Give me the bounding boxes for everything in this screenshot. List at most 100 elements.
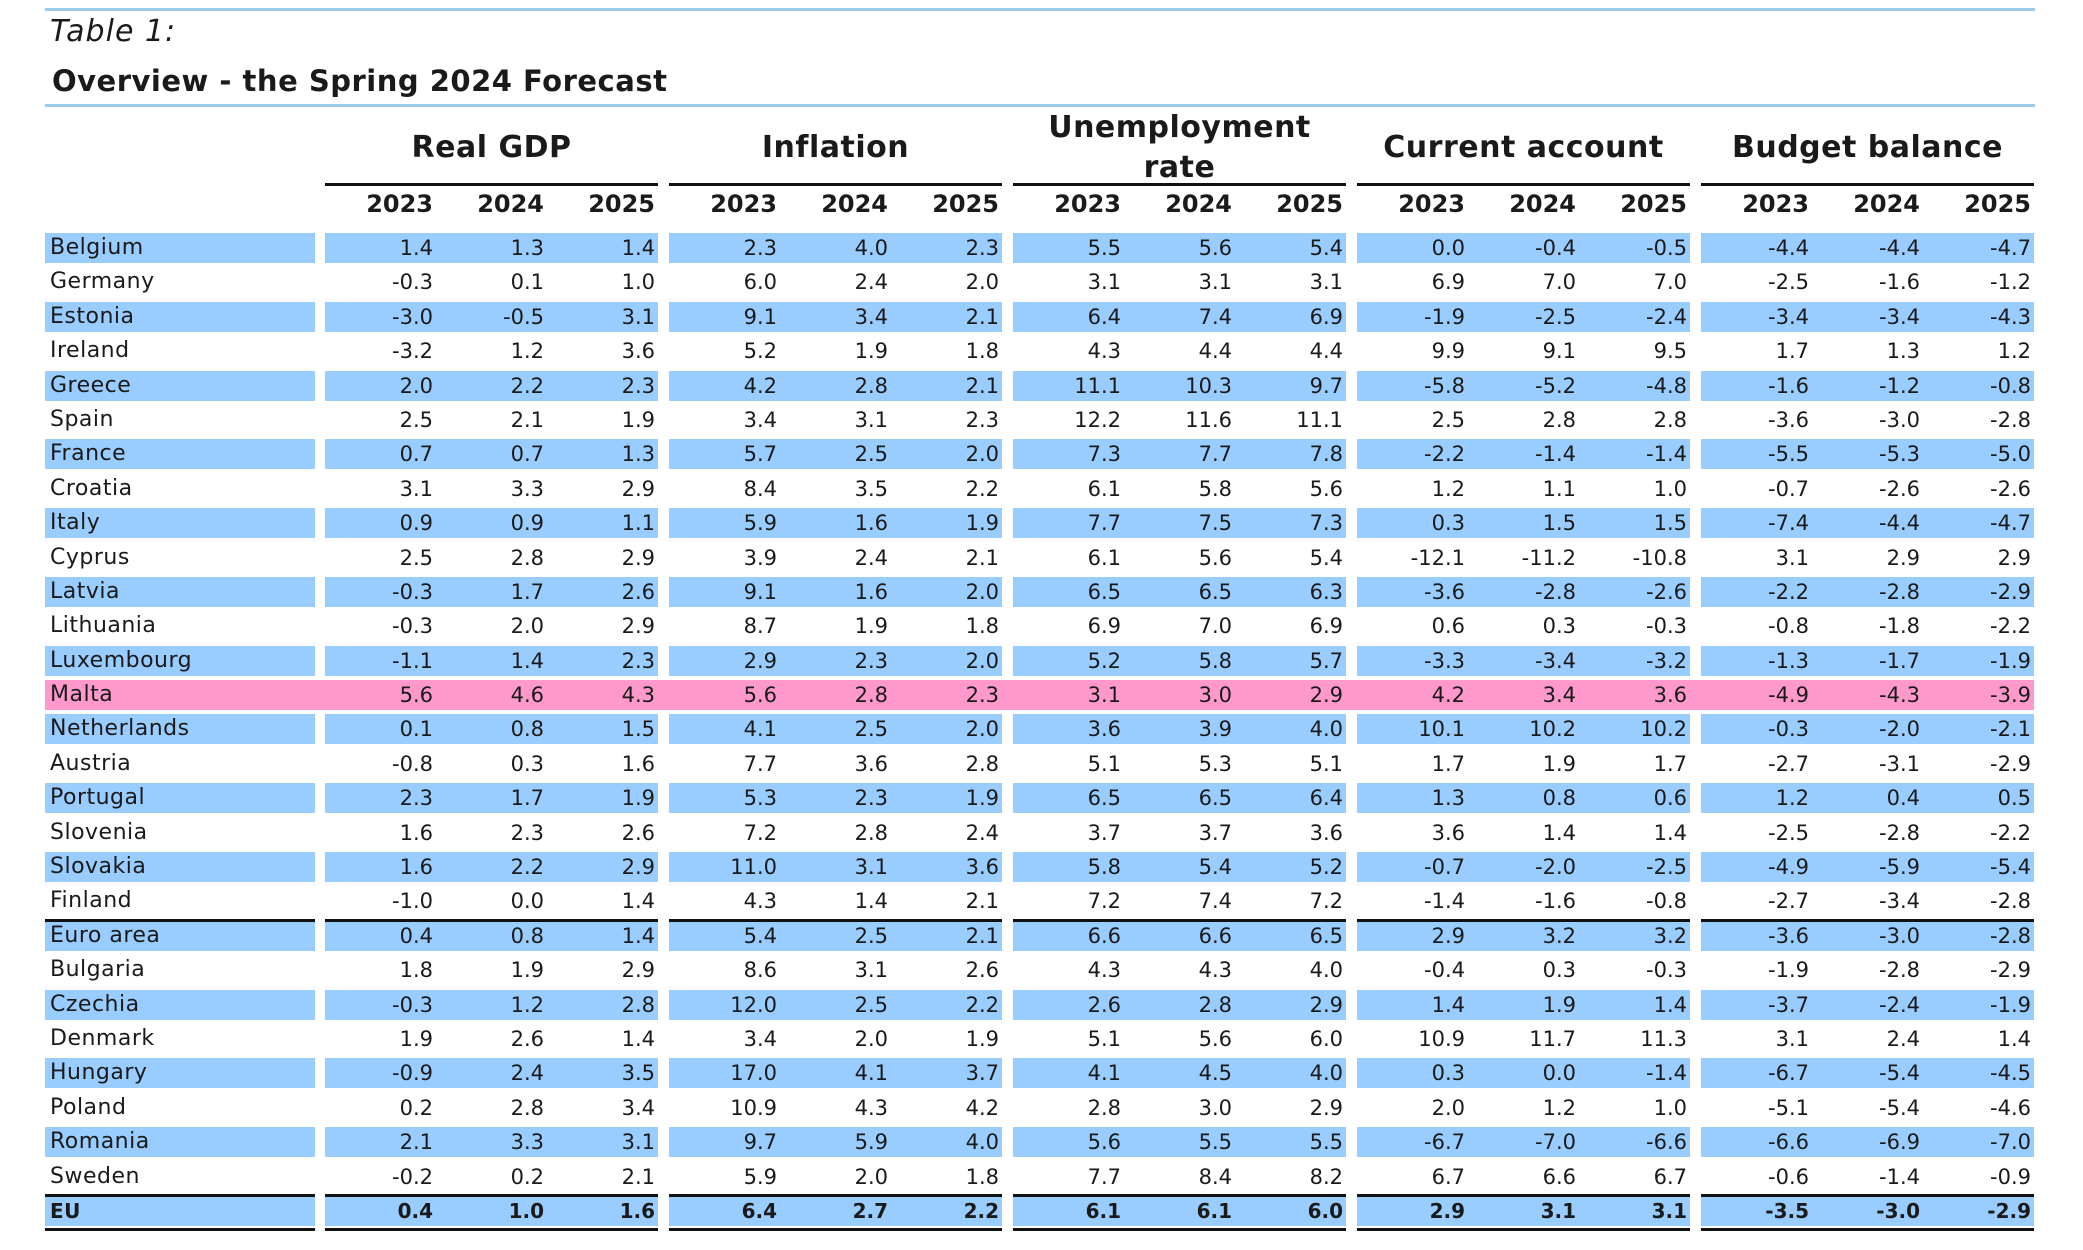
country-name: Bulgaria	[50, 957, 146, 983]
value-unemployment-2023: 11.1	[1074, 373, 1121, 398]
value-budget-balance-2025: -5.4	[1990, 855, 2031, 880]
value-real-gdp-2025: 1.1	[621, 511, 655, 536]
value-inflation-2024: 2.8	[854, 820, 888, 845]
highlight-fill	[658, 680, 669, 711]
value-inflation-2024: 2.0	[854, 1026, 888, 1051]
value-inflation-2024: 2.8	[854, 373, 888, 398]
country-name: Ireland	[50, 338, 130, 364]
year-header-inflation-2024: 2024	[821, 190, 888, 218]
value-real-gdp-2025: 2.9	[621, 958, 655, 983]
value-unemployment-2024: 4.4	[1198, 339, 1232, 364]
table-title: Overview - the Spring 2024 Forecast	[52, 64, 668, 98]
country-name: Slovakia	[45, 852, 315, 883]
value-current-account-2023: 2.9	[1431, 923, 1465, 948]
year-header-unemployment-2023: 2023	[1054, 190, 1121, 218]
value-current-account-2024: -1.4	[1535, 442, 1576, 467]
value-real-gdp-2023: 5.6	[399, 683, 433, 708]
group-block-current-account	[1357, 370, 1690, 401]
value-current-account-2024: -0.4	[1535, 236, 1576, 260]
value-current-account-2023: -0.7	[1424, 855, 1465, 880]
group-block-budget-balance	[1701, 301, 2034, 332]
value-real-gdp-2023: 2.5	[399, 407, 433, 432]
value-budget-balance-2023: -2.7	[1768, 889, 1809, 914]
value-unemployment-2023: 2.6	[1087, 992, 1121, 1017]
country-name: Croatia	[50, 475, 133, 501]
value-unemployment-2023: 5.8	[1087, 855, 1121, 880]
value-budget-balance-2024: 1.3	[1886, 339, 1920, 364]
value-unemployment-2024: 2.8	[1198, 992, 1232, 1017]
value-current-account-2024: 6.6	[1542, 1164, 1576, 1189]
table-row: Greece 2.0 2.2 2.3 4.2 2.8 2.1 11.1 10.3 9.7 -5.8 -…	[45, 368, 2035, 402]
group-block-budget-balance	[1701, 920, 2034, 951]
group-block-current-account	[1357, 1127, 1690, 1158]
value-inflation-2025: 2.1	[965, 923, 999, 948]
group-header-unemployment: Unemployment rate	[1048, 110, 1311, 185]
value-budget-balance-2025: -2.8	[1990, 407, 2031, 432]
value-budget-balance-2025: -1.9	[1990, 992, 2031, 1017]
value-current-account-2023: 1.7	[1431, 751, 1465, 776]
group-block-inflation	[669, 1127, 1002, 1158]
value-current-account-2025: -0.8	[1646, 889, 1687, 914]
value-real-gdp-2025: 2.3	[621, 373, 655, 398]
value-inflation-2025: 2.4	[965, 820, 999, 845]
group-block-real-gdp	[325, 989, 658, 1020]
group-block-inflation	[669, 370, 1002, 401]
group-block-current-account	[1357, 576, 1690, 607]
value-budget-balance-2023: -6.7	[1768, 1061, 1809, 1086]
title-rule	[45, 104, 2035, 107]
group-block-inflation	[669, 301, 1002, 332]
value-budget-balance-2025: -4.5	[1990, 1061, 2031, 1086]
value-real-gdp-2023: 0.9	[399, 511, 433, 536]
value-real-gdp-2024: 0.3	[510, 751, 544, 776]
value-current-account-2024: 1.2	[1542, 1095, 1576, 1120]
group-block-budget-balance	[1701, 1058, 2034, 1089]
table-row: Denmark 1.9 2.6 1.4 3.4 2.0 1.9 5.1 5.6 6.0 10.9 11…	[45, 1021, 2035, 1055]
euro-area-rule	[45, 918, 315, 922]
value-real-gdp-2024: 0.9	[510, 511, 544, 536]
value-unemployment-2025: 6.0	[1307, 1198, 1343, 1223]
group-block-budget-balance	[1701, 852, 2034, 883]
value-inflation-2024: 2.4	[854, 270, 888, 295]
table-row: Germany -0.3 0.1 1.0 6.0 2.4 2.0 3.1 3.1 3.1 6.9 7.…	[45, 264, 2035, 298]
value-real-gdp-2023: 2.1	[399, 1130, 433, 1155]
value-unemployment-2025: 2.9	[1309, 683, 1343, 708]
year-header-inflation-2025: 2025	[932, 190, 999, 218]
value-budget-balance-2023: -0.3	[1768, 717, 1809, 742]
table-row: Estonia -3.0 -0.5 3.1 9.1 3.4 2.1 6.4 7.4 6.9 -1.9…	[45, 299, 2035, 333]
value-budget-balance-2024: -2.6	[1879, 476, 1920, 501]
value-unemployment-2023: 2.8	[1087, 1095, 1121, 1120]
year-header-current-account-2024: 2024	[1509, 190, 1576, 218]
value-current-account-2025: -2.6	[1646, 579, 1687, 604]
value-current-account-2024: -3.4	[1535, 648, 1576, 673]
value-budget-balance-2025: 2.9	[1997, 545, 2031, 570]
value-current-account-2023: 10.1	[1418, 717, 1465, 742]
value-real-gdp-2025: 2.9	[621, 614, 655, 639]
value-current-account-2023: 4.2	[1431, 683, 1465, 708]
value-real-gdp-2024: 1.7	[510, 786, 544, 811]
value-budget-balance-2025: -4.7	[1990, 236, 2031, 260]
value-current-account-2023: -5.8	[1424, 373, 1465, 398]
value-inflation-2023: 17.0	[730, 1061, 777, 1086]
eu-bottom-rule	[1357, 1228, 1690, 1232]
value-current-account-2023: -3.6	[1424, 579, 1465, 604]
value-budget-balance-2023: 1.7	[1775, 339, 1809, 364]
highlight-fill	[1002, 680, 1013, 711]
value-inflation-2025: 2.2	[965, 992, 999, 1017]
group-block-current-account	[1357, 714, 1690, 745]
value-real-gdp-2024: 2.0	[510, 614, 544, 639]
year-header-real-gdp-2023: 2023	[366, 190, 433, 218]
table-row: EU 0.4 1.0 1.6 6.4 2.7 2.2 6.1 6.1 6.0 2.9 3.1 3.1 -3…	[45, 1193, 2035, 1227]
group-block-current-account	[1357, 1058, 1690, 1089]
group-rule-current-account	[1357, 183, 1690, 186]
value-inflation-2025: 2.3	[965, 407, 999, 432]
value-real-gdp-2023: 0.4	[397, 1198, 433, 1223]
value-real-gdp-2023: -0.3	[392, 579, 433, 604]
value-budget-balance-2024: -4.4	[1879, 511, 1920, 536]
value-inflation-2024: 1.9	[854, 614, 888, 639]
value-inflation-2024: 1.6	[854, 579, 888, 604]
value-budget-balance-2023: -1.3	[1768, 648, 1809, 673]
value-unemployment-2024: 8.4	[1198, 1164, 1232, 1189]
value-current-account-2025: 9.5	[1653, 339, 1687, 364]
value-current-account-2024: -2.5	[1535, 304, 1576, 329]
value-real-gdp-2025: 1.4	[621, 236, 655, 260]
